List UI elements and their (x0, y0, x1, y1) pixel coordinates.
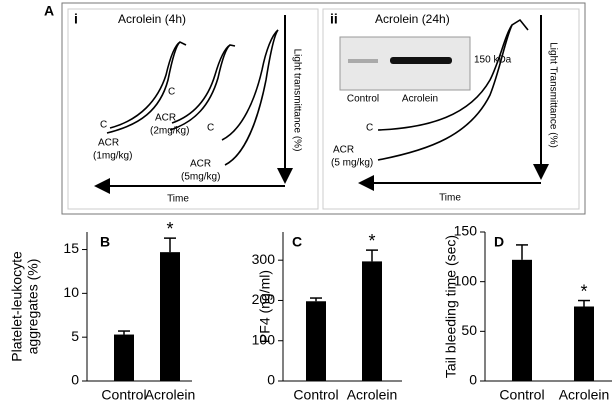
x-tick-label: Control (293, 387, 338, 403)
dose-label: ACR (333, 145, 354, 156)
x-tick-label: Acrolein (559, 387, 610, 403)
curve-label: C (366, 123, 373, 134)
y-tick-label: 0 (469, 372, 477, 388)
y-tick-label: 5 (71, 328, 79, 344)
aggregation-traces (377, 18, 529, 161)
subpanel-title: Acrolein (4h) (118, 12, 186, 26)
subpanel-label: i (74, 11, 78, 27)
panel-label: B (100, 234, 110, 250)
dose-label: ACR (190, 159, 211, 170)
y-tick-label: 150 (454, 223, 478, 239)
curve-label: C (207, 123, 214, 134)
dose-label: (5 mg/kg) (331, 158, 373, 169)
dose-label: ACR (98, 138, 119, 149)
bar (160, 252, 180, 381)
blot-lane-label: Acrolein (402, 94, 438, 105)
y-axis-label: Tail bleeding time (sec) (443, 235, 459, 378)
bar (574, 306, 594, 381)
dose-label: ACR (155, 113, 176, 124)
dose-label: (5mg/kg) (181, 172, 220, 183)
significance-mark: * (368, 231, 375, 251)
x-tick-label: Acrolein (145, 387, 196, 403)
bar (362, 261, 382, 381)
y-tick-label: 100 (454, 272, 478, 288)
y-axis-label: aggregates (%) (25, 259, 41, 355)
panel-label: C (292, 234, 302, 250)
curve-label: C (100, 120, 107, 131)
y-tick-label: 200 (252, 291, 276, 307)
x-arrow-label: Time (439, 193, 461, 204)
blot-band (390, 57, 452, 64)
y-arrow-label: Light Transmittance (%) (547, 42, 558, 148)
dose-label: (1mg/kg) (93, 151, 132, 162)
x-tick-label: Control (101, 387, 146, 403)
y-axis-label: PF4 (ng/ml) (257, 270, 273, 343)
curve-label: C (168, 87, 175, 98)
y-axis-label: Platelet-leukocyte (9, 251, 25, 362)
blot-band (348, 59, 378, 63)
y-tick-label: 10 (63, 284, 79, 300)
blot-lane-label: Control (347, 94, 379, 105)
subpanel-label: ii (330, 11, 338, 27)
panel-a-frame (61, 2, 586, 215)
y-tick-label: 300 (252, 251, 276, 267)
panel-label: A (44, 3, 54, 19)
significance-mark: * (166, 219, 173, 239)
x-arrow-label: Time (167, 194, 189, 205)
blot-marker: 150 kDa (474, 55, 512, 66)
aggregation-traces (106, 29, 279, 166)
y-tick-label: 0 (267, 372, 275, 388)
dose-label: (2mg/kg) (150, 126, 189, 137)
y-arrow-label: Light transmittance (%) (291, 49, 302, 152)
bar (114, 334, 134, 381)
x-tick-label: Control (499, 387, 544, 403)
bar (306, 301, 326, 381)
significance-mark: * (580, 281, 587, 301)
x-tick-label: Acrolein (347, 387, 398, 403)
bar (512, 259, 532, 381)
panel-label: D (494, 234, 504, 250)
subpanel-i-frame (67, 8, 319, 210)
y-tick-label: 0 (71, 372, 79, 388)
y-tick-label: 50 (461, 322, 477, 338)
subpanel-ii-frame (322, 8, 580, 210)
y-tick-label: 100 (252, 331, 276, 347)
y-tick-label: 15 (63, 240, 79, 256)
subpanel-title: Acrolein (24h) (375, 12, 450, 26)
